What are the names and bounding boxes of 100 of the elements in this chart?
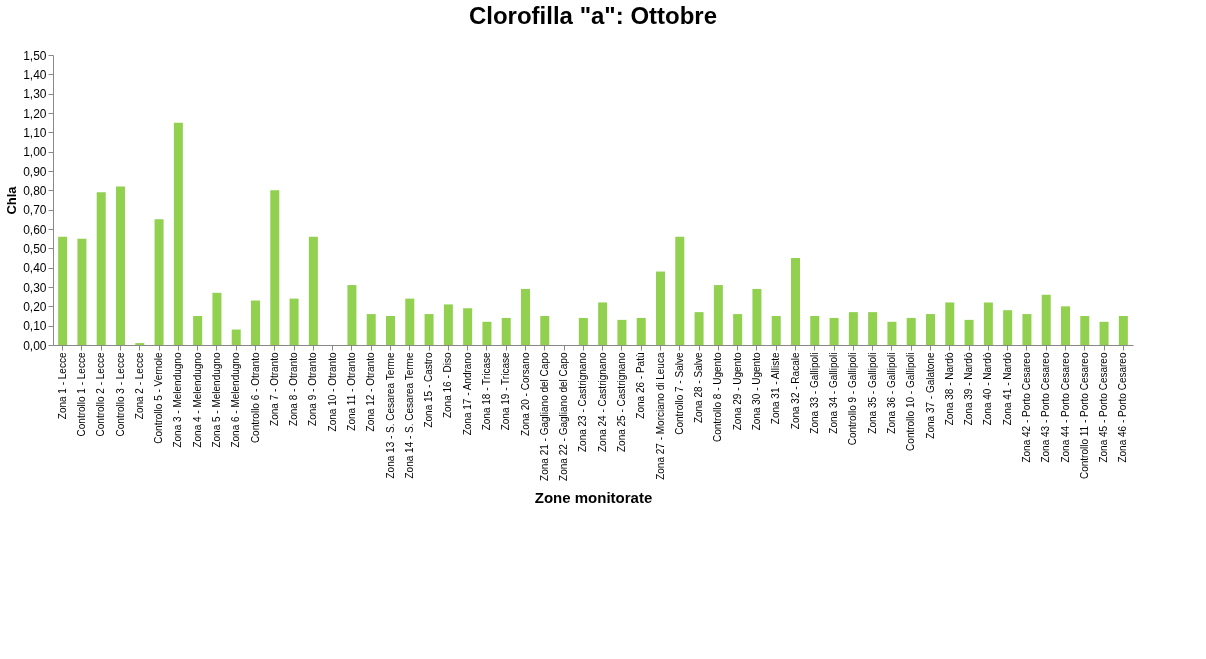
bar xyxy=(251,300,260,345)
x-tick-label: Zona 24 - Castrignano xyxy=(596,352,608,453)
x-tick-label: Controllo 10 - Gallipoli xyxy=(905,352,917,451)
bar xyxy=(694,312,704,345)
bar xyxy=(636,317,646,345)
x-tick-label: Zona 31 - Alliste xyxy=(770,352,782,425)
x-tick-label: Zona 15 - Castro xyxy=(423,352,435,428)
x-tick-label: Zona 12 - Otranto xyxy=(365,352,377,432)
y-tick-label: 1,50 xyxy=(23,48,47,63)
x-tick-label: Zona 26 - Patù xyxy=(635,352,647,419)
bar xyxy=(154,219,164,345)
x-tick-label: Zona 29 - Ugento xyxy=(731,352,743,431)
x-tick-label: Zona 41 - Nardò xyxy=(1001,352,1013,426)
bar xyxy=(1041,294,1051,345)
y-tick-label: 1,30 xyxy=(23,87,47,102)
x-tick-label: Zona 3 - Melendugno xyxy=(172,352,184,448)
x-tick-label: Zona 13 - S. Cesarea Terme xyxy=(384,352,396,479)
bar xyxy=(482,321,492,345)
x-axis-title: Zone monitorate xyxy=(534,488,653,506)
bar xyxy=(77,238,87,345)
bar xyxy=(964,319,974,345)
x-tick-label: Zona 39 - Nardò xyxy=(963,352,975,426)
x-tick-label: Zona 35 - Gallipoli xyxy=(866,352,878,434)
x-tick-label: Zona 5 - Melendugno xyxy=(210,352,222,448)
bar xyxy=(424,314,434,345)
x-tick-label: Zona 46 - Porto Cesareo xyxy=(1117,352,1129,463)
bar xyxy=(713,285,723,345)
y-tick-label: 0,00 xyxy=(23,338,47,353)
y-tick-label: 1,10 xyxy=(23,125,47,140)
bar xyxy=(1099,321,1109,345)
x-tick-label: Controllo 5 - Vernole xyxy=(153,352,165,444)
bar xyxy=(906,317,916,345)
x-tick-label: Controllo 8 - Ugento xyxy=(712,352,724,442)
x-tick-label: Zona 20 - Corsano xyxy=(519,352,531,436)
bar xyxy=(617,319,627,345)
bar xyxy=(443,304,453,345)
x-tick-label: Zona 16 - Diso xyxy=(442,352,454,419)
bar xyxy=(1061,306,1070,345)
y-tick-label: 1,20 xyxy=(23,106,47,121)
x-tick-label: Zona 9 - Otranto xyxy=(307,352,319,426)
x-tick-label: Zona 7 - Otranto xyxy=(268,352,280,426)
y-tick-label: 0,50 xyxy=(23,241,47,256)
bar xyxy=(540,316,550,345)
y-tick-label: 0,90 xyxy=(23,164,47,179)
y-tick-label: 0,30 xyxy=(23,280,47,295)
x-tick-label: Zona 28 - Salve xyxy=(693,352,705,424)
bar xyxy=(366,314,376,345)
y-tick-label: 0,70 xyxy=(23,203,47,218)
x-tick-label: Zona 37 - Galatone xyxy=(924,352,936,439)
bar xyxy=(752,288,762,345)
x-tick-label: Zona 23 - Castrignano xyxy=(577,352,589,453)
x-tick-label: Zona 33 - Gallipoli xyxy=(808,352,820,434)
x-tick-label: Controllo 7 - Salve xyxy=(673,352,685,435)
bar xyxy=(521,288,530,345)
x-tick-label: Zona 8 - Otranto xyxy=(288,352,300,426)
bar xyxy=(270,190,280,345)
x-tick-label: Zona 44 - Porto Cesareo xyxy=(1059,352,1071,463)
x-tick-label: Zona 34 - Gallipoli xyxy=(828,352,840,434)
x-tick-label: Zona 42 - Porto Cesareo xyxy=(1020,352,1032,463)
x-tick-label: Controllo 11 - Porto Cesareo xyxy=(1078,352,1090,480)
x-tick-label: Zona 6 - Melendugno xyxy=(230,352,242,448)
x-tick-label: Zona 1 - Lecce xyxy=(56,352,68,420)
bar xyxy=(96,192,106,345)
bar xyxy=(1022,314,1032,345)
x-tick-label: Zona 10 - Otranto xyxy=(326,352,338,432)
bar xyxy=(598,302,608,345)
x-tick-label: Zona 45 - Porto Cesareo xyxy=(1098,352,1110,463)
x-tick-label: Zona 17 - Andrano xyxy=(461,352,473,436)
bar xyxy=(463,308,473,345)
chart-title: Clorofilla "a": Ottobre xyxy=(468,2,718,29)
bar xyxy=(386,316,395,345)
bar xyxy=(983,302,993,345)
bar xyxy=(193,316,203,345)
bar xyxy=(1003,310,1013,345)
x-tick-label: Zona 30 - Ugento xyxy=(750,352,762,431)
x-tick-label: Zona 19 - Tricase xyxy=(500,352,512,431)
x-tick-label: Controllo 2 - Lecce xyxy=(95,352,107,437)
y-tick-label: 1,40 xyxy=(23,67,47,82)
x-tick-label: Zona 40 - Nardò xyxy=(982,352,994,426)
x-tick-label: Zona 38 - Nardò xyxy=(943,352,955,426)
bar xyxy=(829,317,839,345)
x-tick-label: Zona 36 - Gallipoli xyxy=(885,352,897,434)
x-tick-label: Zona 32 - Racale xyxy=(789,352,801,430)
x-tick-label: Controllo 9 - Gallipoli xyxy=(847,352,859,446)
bar xyxy=(212,292,222,345)
x-tick-label: Zona 25 - Castrignano xyxy=(615,352,627,453)
x-tick-label: Zona 2 - Lecce xyxy=(133,352,145,420)
bar xyxy=(945,302,955,345)
y-tick-label: 0,10 xyxy=(23,319,47,334)
bar xyxy=(578,317,588,345)
y-tick-label: 1,00 xyxy=(23,145,47,160)
x-tick-label: Zona 21 - Gagliano del Capo xyxy=(538,352,550,481)
bar xyxy=(405,298,415,345)
bar xyxy=(656,271,665,345)
x-tick-label: Zona 43 - Porto Cesareo xyxy=(1040,352,1052,463)
bar xyxy=(1118,316,1128,345)
x-tick-label: Zona 14 - S. Cesarea Terme xyxy=(403,352,415,479)
bar xyxy=(173,122,183,345)
bar xyxy=(848,312,858,345)
bar xyxy=(887,321,897,345)
